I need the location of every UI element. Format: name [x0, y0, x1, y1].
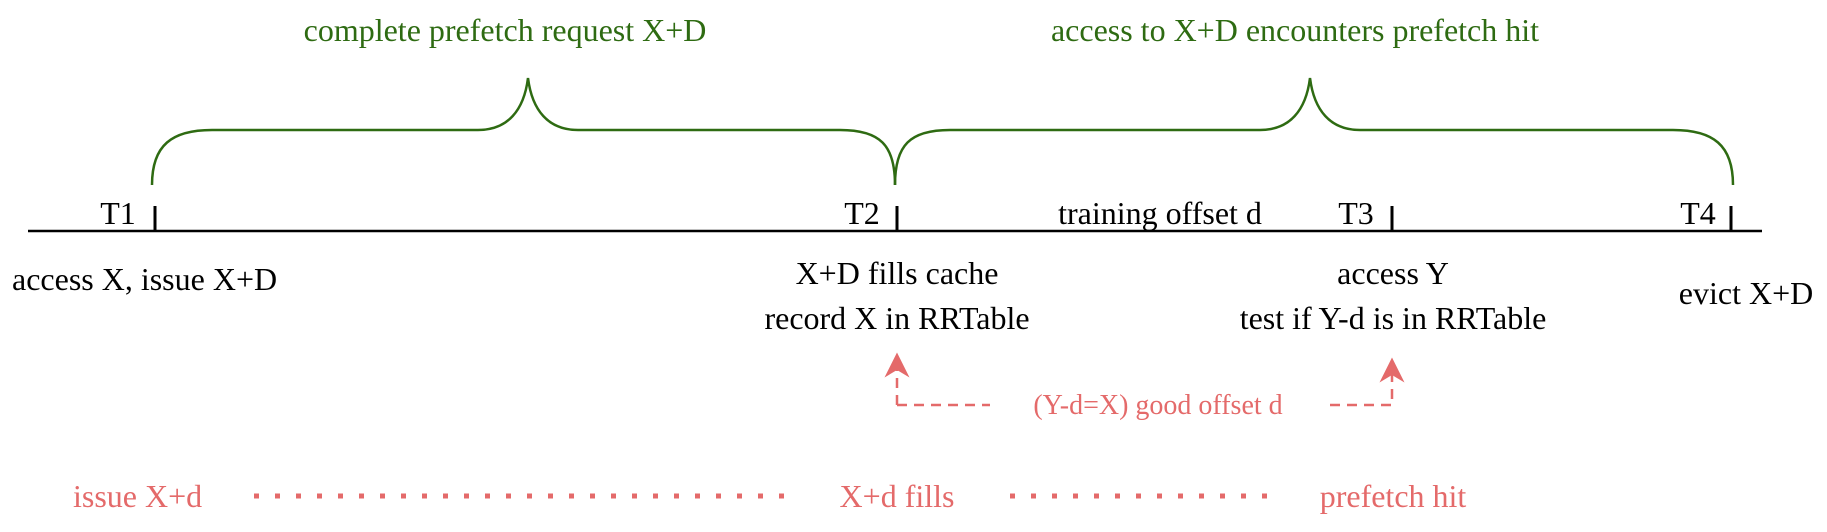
event-t2-line2: record X in RRTable [764, 300, 1029, 336]
brace-prefetch-hit [893, 77, 1735, 186]
event-t2-line1: X+D fills cache [796, 255, 999, 291]
offset-check-connector-right [1330, 357, 1405, 407]
tick-label-t4: T4 [1680, 195, 1716, 231]
event-t4-label: evict X+D [1679, 275, 1813, 311]
tick-label-t2: T2 [844, 195, 880, 231]
annotation-fills: X+d fills [840, 478, 955, 514]
event-t1-label: access X, issue X+D [12, 261, 277, 297]
brace-label-prefetch-hit: access to X+D encounters prefetch hit [1051, 12, 1539, 48]
brace-label-complete-prefetch: complete prefetch request X+D [304, 12, 707, 48]
offset-check-label: (Y-d=X) good offset d [1033, 390, 1282, 421]
event-t3-line2: test if Y-d is in RRTable [1240, 300, 1547, 336]
brace-complete-prefetch [150, 77, 897, 186]
tick-label-t3: T3 [1338, 195, 1374, 231]
annotation-issue: issue X+d [73, 478, 202, 514]
annotation-hit: prefetch hit [1320, 478, 1467, 514]
segment-label-training-offset: training offset d [1058, 195, 1262, 231]
event-t3-line1: access Y [1337, 255, 1449, 291]
tick-label-t1: T1 [100, 195, 136, 231]
